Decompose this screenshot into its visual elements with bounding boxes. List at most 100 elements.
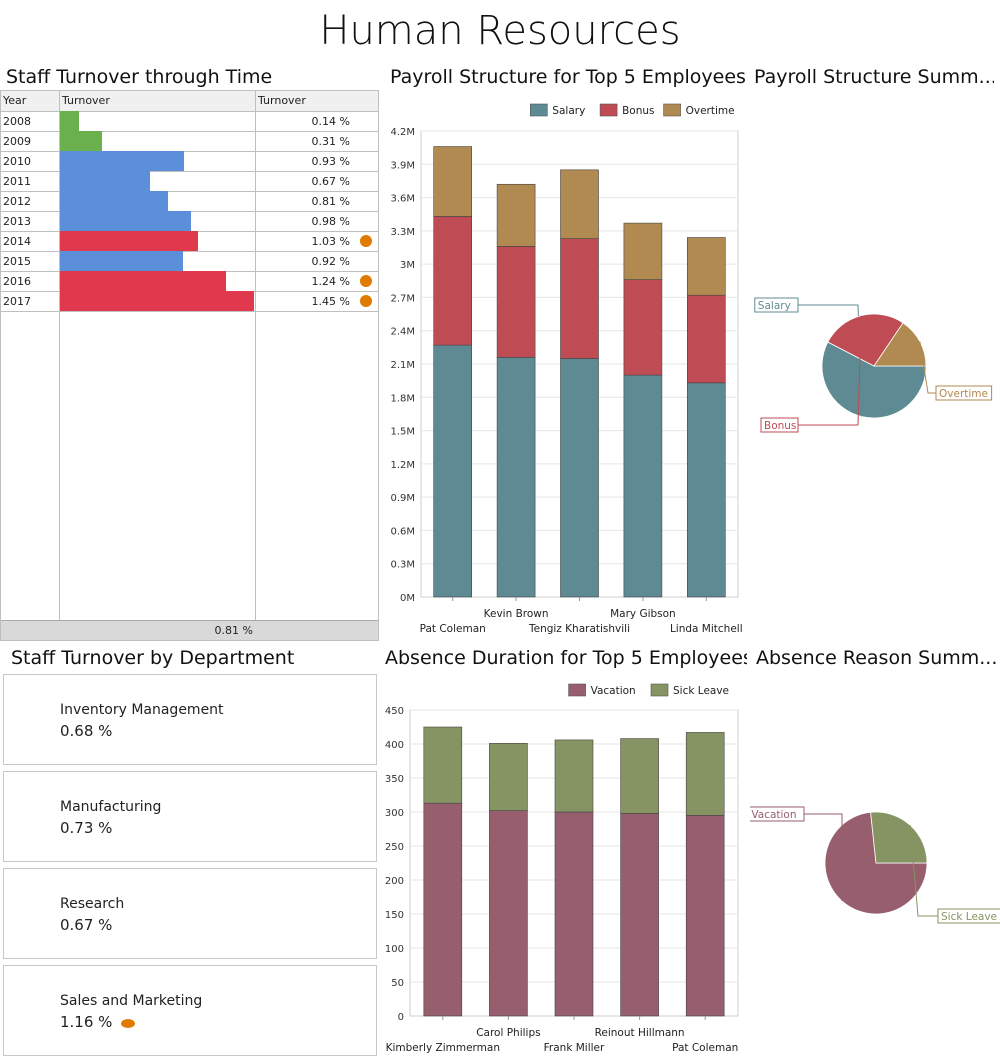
department-card[interactable]: Inventory Management 0.68 %: [3, 674, 377, 765]
payroll-chart[interactable]: 0M 0.3M 0.6M 0.9M 1.2M 1.5M 1.8M 2.1M 2.4M 2.7M 3M…: [380, 96, 750, 640]
callout-line: [798, 304, 863, 417]
callout-box: [760, 417, 799, 433]
bar-segment-sick-leave: [554, 739, 594, 813]
department-name: Research: [60, 896, 125, 912]
turnover-databar: [60, 171, 150, 191]
turnover-databar: [60, 251, 183, 271]
grid-header-turnover-bar[interactable]: Turnover: [62, 94, 110, 107]
y-tick-label: 50: [391, 978, 404, 989]
x-tick-label: Kevin Brown: [484, 608, 549, 620]
bar-segment-salary: [433, 344, 473, 598]
absence-chart[interactable]: 0 50 100 150 200 250 300 350 400 450 Kimberly Zimm…: [380, 677, 750, 1057]
pie-label: Salary: [758, 300, 791, 312]
bar-segment-salary: [496, 357, 536, 598]
department-card[interactable]: Sales and Marketing 1.16 %: [3, 965, 377, 1056]
turnover-databar: [60, 191, 168, 211]
row-year: 2011: [3, 175, 31, 188]
y-tick-label: 250: [385, 842, 404, 853]
pie-slice-sick-leave: [870, 811, 928, 864]
turnover-databar: [60, 271, 226, 291]
row-turnover-value: 1.24 %: [311, 275, 350, 288]
bar-segment-overtime: [560, 169, 599, 239]
y-tick-label: 2.4M: [390, 327, 415, 338]
bar-segment-vacation: [423, 802, 463, 1017]
x-tick-label: Linda Mitchell: [670, 623, 743, 635]
y-tick-label: 100: [385, 944, 404, 955]
bar-segment-vacation: [489, 810, 528, 1017]
table-row[interactable]: 2013 0.98 %: [1, 211, 378, 232]
grid-header-turnover-value[interactable]: Turnover: [258, 94, 306, 107]
y-tick-label: 1.8M: [390, 393, 415, 404]
y-tick-label: 400: [385, 740, 404, 751]
absence-summary-title: Absence Reason Summ...: [756, 647, 996, 669]
legend-label: Vacation: [591, 685, 636, 697]
y-tick-label: 2.7M: [390, 293, 415, 304]
row-year: 2010: [3, 155, 31, 168]
legend-swatch: [599, 103, 618, 117]
legend-label: Salary: [552, 105, 585, 117]
callout-box: [754, 297, 799, 313]
y-tick-label: 200: [385, 876, 404, 887]
bar-segment-bonus: [560, 238, 599, 359]
table-row[interactable]: 2009 0.31 %: [1, 131, 378, 152]
y-tick-label: 0: [398, 1012, 404, 1023]
table-row[interactable]: 2016 1.24 %: [1, 271, 378, 292]
x-tick-label: Tengiz Kharatishvili: [528, 623, 630, 635]
x-tick-label: Mary Gibson: [610, 608, 676, 620]
pie-label: Vacation: [751, 809, 796, 821]
y-tick-label: 3M: [400, 260, 415, 271]
legend-label: Sick Leave: [673, 685, 729, 697]
bar-segment-bonus: [433, 216, 473, 346]
department-card[interactable]: Research 0.67 %: [3, 868, 377, 959]
turnover-grid[interactable]: Year Turnover Turnover 2008 0.14 % 2009 0.3…: [0, 90, 379, 641]
turnover-grid-title: Staff Turnover through Time: [6, 66, 273, 88]
x-tick-label: Frank Miller: [544, 1042, 605, 1054]
y-tick-label: 2.1M: [390, 360, 415, 371]
y-tick-label: 0.3M: [390, 560, 415, 571]
grid-header-year[interactable]: Year: [3, 94, 27, 107]
bar-segment-salary: [623, 374, 663, 598]
row-turnover-value: 0.31 %: [311, 135, 350, 148]
bar-segment-vacation: [620, 813, 659, 1017]
table-row[interactable]: 2010 0.93 %: [1, 151, 378, 172]
turnover-databar: [60, 111, 79, 131]
y-tick-label: 4.2M: [390, 127, 415, 138]
y-tick-label: 0.6M: [390, 526, 415, 537]
y-tick-label: 300: [385, 808, 404, 819]
y-tick-label: 0.9M: [390, 493, 415, 504]
callout-line: [798, 315, 862, 426]
table-row[interactable]: 2015 0.92 %: [1, 251, 378, 272]
callout-box: [935, 385, 993, 401]
legend-label: Bonus: [622, 105, 654, 117]
grid-column-divider: [1, 91, 256, 640]
y-tick-label: 0M: [400, 593, 415, 604]
dashboard-title: Human Resources: [319, 8, 681, 54]
department-cards-title: Staff Turnover by Department: [11, 647, 295, 669]
callout-line: [909, 825, 938, 917]
bar-segment-sick-leave: [423, 726, 463, 804]
row-year: 2016: [3, 275, 31, 288]
table-row[interactable]: 2014 1.03 %: [1, 231, 378, 252]
row-year: 2008: [3, 115, 31, 128]
row-turnover-value: 1.45 %: [311, 295, 350, 308]
y-tick-label: 1.5M: [390, 427, 415, 438]
department-card[interactable]: Manufacturing 0.73 %: [3, 771, 377, 862]
bar-segment-bonus: [496, 246, 536, 358]
row-turnover-value: 0.81 %: [311, 195, 350, 208]
legend-label: Overtime: [686, 105, 735, 117]
department-value: 0.68 %: [60, 722, 113, 740]
warning-indicator-icon: [360, 235, 372, 247]
department-value: 0.73 %: [60, 819, 113, 837]
grid-total-value: 0.81 %: [214, 624, 253, 637]
table-row[interactable]: 2011 0.67 %: [1, 171, 378, 192]
x-tick-label: Kimberly Zimmerman: [386, 1042, 500, 1054]
table-row[interactable]: 2017 1.45 %: [1, 291, 378, 312]
payroll-summary-pie-chart[interactable]: Salary Bonus Overtime: [750, 280, 1000, 440]
absence-summary-pie-chart[interactable]: Vacation Sick Leave: [750, 795, 1000, 935]
row-turnover-value: 0.92 %: [311, 255, 350, 268]
table-row[interactable]: 2008 0.14 %: [1, 111, 378, 132]
x-tick-label: Pat Coleman: [420, 623, 486, 635]
table-row[interactable]: 2012 0.81 %: [1, 191, 378, 212]
bar-segment-overtime: [496, 183, 536, 247]
payroll-summary-title: Payroll Structure Summ...: [754, 66, 994, 88]
